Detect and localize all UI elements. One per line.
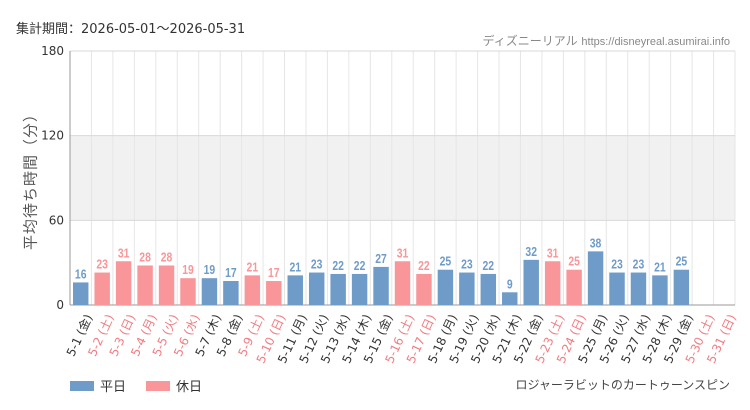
bar xyxy=(137,265,153,305)
bar xyxy=(351,273,368,305)
data-label: 31 xyxy=(547,246,559,260)
bar xyxy=(673,269,690,305)
bar xyxy=(373,266,389,305)
legend: 平日 休日 xyxy=(70,376,222,395)
bar xyxy=(158,265,175,305)
bar xyxy=(630,272,647,305)
bar xyxy=(587,251,604,305)
legend-item-weekday: 平日 xyxy=(70,376,126,395)
bar xyxy=(180,278,196,305)
bar xyxy=(544,261,561,305)
data-label: 21 xyxy=(247,260,259,274)
data-label: 28 xyxy=(161,250,173,264)
y-tick-label: 0 xyxy=(56,298,64,312)
bar xyxy=(566,269,582,305)
y-tick-label: 180 xyxy=(41,44,64,58)
y-tick-label: 60 xyxy=(49,213,64,227)
site-name: ディズニーリアル xyxy=(482,34,578,48)
bar xyxy=(416,273,432,305)
bar xyxy=(308,272,325,305)
legend-swatch-weekday xyxy=(70,380,94,391)
data-label: 19 xyxy=(182,263,194,277)
attraction-name: ロジャーラビットのカートゥーンスピン xyxy=(515,378,730,392)
bar xyxy=(437,269,454,305)
data-label: 25 xyxy=(676,255,688,269)
legend-label-holiday: 休日 xyxy=(176,380,203,395)
bar xyxy=(244,275,261,305)
data-label: 19 xyxy=(204,263,216,277)
data-label: 23 xyxy=(311,258,323,272)
data-label: 23 xyxy=(611,258,623,272)
bar xyxy=(394,261,411,305)
bar xyxy=(223,281,239,305)
data-label: 25 xyxy=(440,255,452,269)
data-label: 23 xyxy=(96,258,108,272)
period-label: 集計期間：2026-05-01～2026-05-31 xyxy=(16,22,246,37)
data-label: 31 xyxy=(118,246,130,260)
data-label: 21 xyxy=(654,260,666,274)
bar xyxy=(480,273,497,305)
legend-item-holiday: 休日 xyxy=(146,376,202,395)
data-label: 23 xyxy=(633,258,645,272)
data-label: 22 xyxy=(354,259,366,273)
bar xyxy=(609,272,625,305)
legend-swatch-holiday xyxy=(146,380,171,391)
data-label: 25 xyxy=(568,255,580,269)
site-credit: ディズニーリアル https://disneyreal.asumirai.inf… xyxy=(483,32,730,49)
bar xyxy=(502,292,518,305)
bar xyxy=(201,278,218,305)
data-label: 38 xyxy=(590,236,602,250)
bar xyxy=(266,281,282,305)
data-label: 32 xyxy=(525,245,537,259)
data-label: 27 xyxy=(375,252,387,266)
site-url[interactable]: https://disneyreal.asumirai.info xyxy=(581,36,730,48)
bar xyxy=(94,272,110,305)
data-label: 22 xyxy=(483,259,495,273)
y-tick-label: 120 xyxy=(41,129,64,143)
bar xyxy=(652,275,668,305)
bar xyxy=(330,273,346,305)
bar xyxy=(287,275,303,305)
legend-label-weekday: 平日 xyxy=(100,380,127,395)
bar xyxy=(459,272,475,305)
data-label: 16 xyxy=(75,267,87,281)
bar xyxy=(73,282,89,305)
data-label: 23 xyxy=(461,258,473,272)
data-label: 17 xyxy=(268,266,280,280)
band-60-120 xyxy=(70,135,735,221)
data-label: 9 xyxy=(507,277,513,291)
data-label: 22 xyxy=(332,259,344,273)
data-label: 21 xyxy=(289,260,301,274)
data-label: 28 xyxy=(139,250,151,264)
data-label: 22 xyxy=(418,259,430,273)
bar xyxy=(523,259,539,305)
data-label: 17 xyxy=(225,266,237,280)
data-label: 31 xyxy=(397,246,409,260)
bar xyxy=(115,261,132,305)
